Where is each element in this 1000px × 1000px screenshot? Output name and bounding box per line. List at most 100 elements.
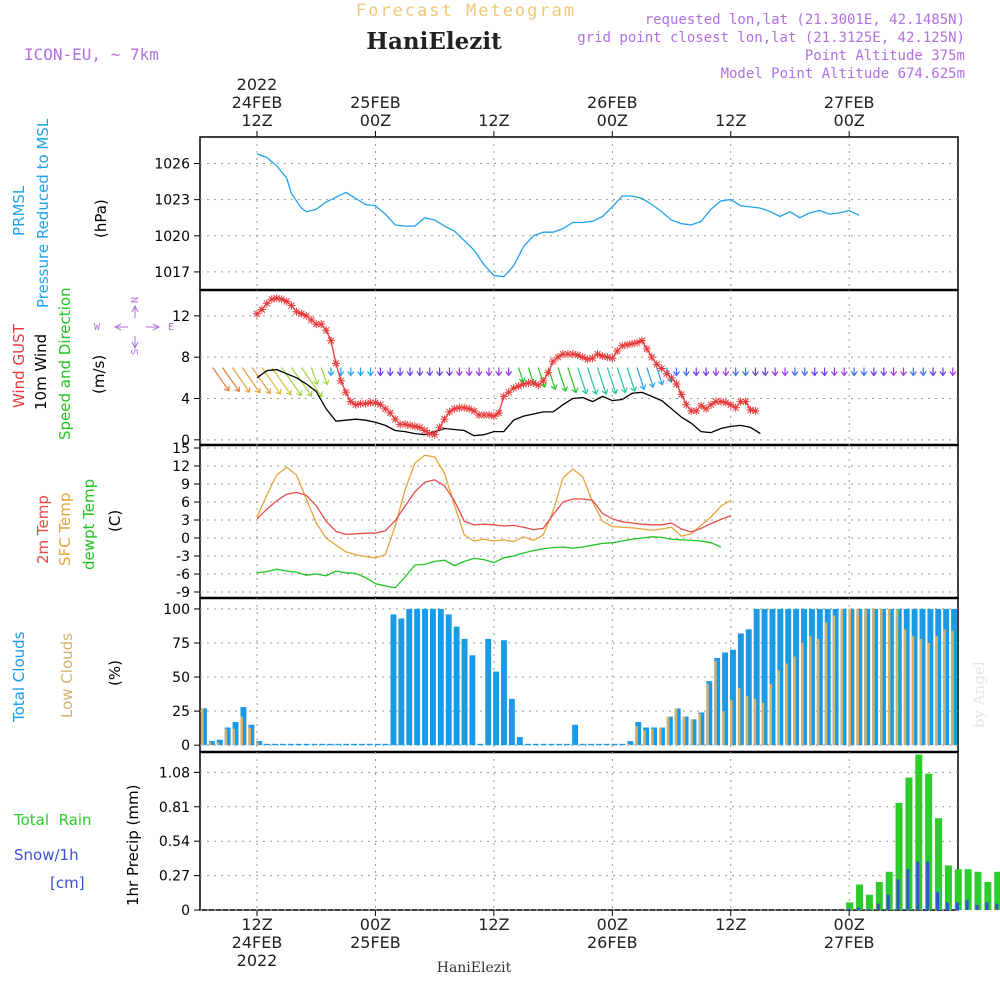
wind-arrow-head: [505, 371, 513, 377]
panel-grids: [200, 137, 958, 911]
wind-gust-marker: [267, 295, 276, 304]
wind-arrow-head: [682, 371, 690, 377]
wind-gust-marker: [652, 360, 661, 369]
total-cloud-bar: [279, 743, 286, 746]
precip-bars: [846, 754, 1000, 910]
wind-gust-marker: [307, 315, 316, 324]
wind-gust-marker: [272, 294, 281, 303]
wind-gust-marker: [702, 404, 711, 413]
total-cloud-bar: [358, 743, 365, 746]
wind-arrow-head: [781, 371, 789, 377]
wind-gust-marker: [682, 400, 691, 409]
wind-gust-marker: [450, 404, 459, 413]
wind-gust-marker: [692, 406, 701, 415]
wind-gust-marker: [341, 388, 350, 397]
wind-arrow-head: [591, 389, 599, 396]
total-cloud-bar: [595, 743, 602, 746]
wind-gust-marker: [563, 350, 572, 359]
total-cloud-bar: [722, 652, 729, 746]
wind-gust-marker: [317, 320, 326, 329]
wind-gust-marker: [736, 397, 745, 406]
wind-gust-marker: [751, 406, 760, 415]
wind-arrow-head: [357, 371, 365, 377]
temp-side-labels: 2m Temp SFC Temp dewpt Temp (C): [34, 479, 124, 570]
total-cloud-bar: [256, 741, 263, 746]
wind-gust-marker: [356, 399, 365, 408]
total-cloud-bar: [785, 608, 792, 746]
total-cloud-bar: [580, 743, 586, 746]
wind-gust-marker: [662, 369, 671, 378]
wind-gust-marker: [445, 407, 454, 416]
low-cloud-bar: [935, 636, 938, 746]
low-cloud-bar: [201, 708, 204, 746]
wind-gust-marker: [435, 423, 444, 432]
total-cloud-bar: [769, 608, 776, 746]
low-cloud-bar: [785, 663, 788, 746]
ytick-label-precip: 0: [181, 903, 190, 919]
low-cloud-bar: [714, 660, 717, 746]
top-time-label: 00Z: [360, 111, 391, 130]
clouds-label-2: Low Clouds: [58, 633, 76, 718]
total-cloud-bar: [437, 608, 444, 746]
bottom-time-label: 25FEB: [350, 933, 401, 952]
low-cloud-bar: [848, 608, 851, 746]
wind-gust-marker: [746, 405, 755, 414]
wind-gust-marker: [405, 421, 414, 430]
rain-bar: [875, 881, 883, 910]
wind-arrow-head: [860, 371, 868, 377]
wind-gust-marker: [386, 408, 395, 417]
wind-gust-marker: [632, 338, 641, 347]
ytick-label-precip: 0.54: [159, 834, 190, 850]
ytick-label-precip: 1.08: [159, 765, 190, 781]
wind-gust-marker: [741, 397, 750, 406]
wind-arrow: [320, 367, 328, 385]
wind-side-labels: Wind GUST 10m Wind Speed and Direction (…: [10, 287, 174, 440]
ytick-label-clouds: 0: [181, 738, 190, 754]
wind-arrow-head: [620, 387, 628, 394]
wind-gust-marker: [731, 403, 740, 412]
total-cloud-bar: [414, 608, 421, 746]
wind-gust-marker: [430, 430, 439, 439]
wind-gust-marker: [282, 297, 291, 306]
low-cloud-bar: [208, 742, 212, 746]
wind-arrow: [212, 367, 230, 392]
pressure-line: [256, 153, 860, 278]
temp-unit: (C): [106, 510, 124, 532]
low-cloud-bar: [216, 742, 220, 746]
wind-gust-marker: [504, 388, 513, 397]
wind-gust-marker: [415, 423, 424, 432]
wind-gust-marker: [253, 309, 261, 318]
bottom-time-label: 12Z: [241, 915, 272, 934]
wind-gust-marker: [509, 384, 518, 393]
ytick-label-precip: 0.27: [159, 869, 190, 885]
compass-w: W: [94, 322, 101, 333]
wind-arrow-head: [742, 371, 750, 377]
low-cloud-bar: [666, 716, 670, 746]
wind-label-3: Speed and Direction: [56, 287, 74, 440]
ytick-label-clouds: 50: [172, 670, 190, 686]
total-cloud-bar: [374, 743, 381, 746]
ytick-label-wind: 8: [181, 350, 190, 366]
wind-arrow-head: [672, 371, 680, 377]
frame-precip: [199, 751, 959, 911]
ytick-label-wind: 4: [181, 392, 190, 408]
wind-arrow: [221, 367, 240, 392]
wind-arrow-head: [611, 388, 619, 395]
total-cloud-bar: [311, 743, 318, 746]
wind-gust-marker: [391, 415, 400, 424]
rain-bar: [905, 777, 913, 910]
wind-gust-marker: [499, 392, 508, 401]
wind-arrow-head: [561, 386, 568, 393]
total-cloud-bar: [445, 614, 452, 746]
rain-bar: [925, 773, 933, 910]
ytick-label-temperature: -9: [176, 585, 190, 601]
wind-arrow: [646, 367, 654, 388]
ytick-label-pressure: 1017: [154, 265, 190, 281]
total-cloud-bar: [761, 608, 768, 746]
snow-bar: [866, 908, 870, 910]
low-cloud-bar: [951, 630, 954, 746]
total-cloud-bar: [816, 608, 823, 746]
low-cloud-bar: [864, 608, 867, 746]
ytick-label-temperature: -3: [176, 549, 190, 565]
